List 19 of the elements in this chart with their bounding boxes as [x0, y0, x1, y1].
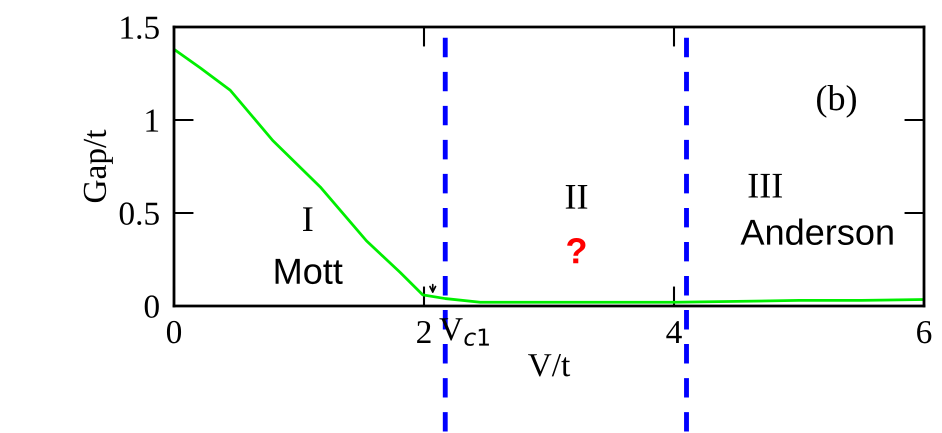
- y-tick-label: 0.5: [120, 202, 159, 226]
- ref-line-label: V$_{c1}$: [439, 318, 489, 346]
- x-tick-label: 2: [417, 320, 430, 344]
- y-tick-label: 0: [144, 295, 159, 318]
- x-axis-title: V/t: [528, 354, 570, 377]
- x-tick-label: 4: [666, 321, 682, 344]
- annotation: ?: [567, 238, 586, 264]
- y-tick-label: 1: [146, 110, 158, 132]
- x-tick-label: 6: [917, 320, 932, 344]
- annotation: (b): [817, 85, 856, 118]
- annotation: Mott: [276, 258, 343, 284]
- annotation: Anderson: [740, 218, 893, 246]
- annotation: I: [303, 207, 312, 231]
- annotation: II: [566, 185, 588, 209]
- line-series: [174, 48, 924, 304]
- y-axis-title: Gap/t: [84, 130, 113, 202]
- x-tick-label: 0: [166, 320, 182, 344]
- annotation: III: [748, 174, 782, 198]
- y-tick-label: 1.5: [121, 16, 159, 40]
